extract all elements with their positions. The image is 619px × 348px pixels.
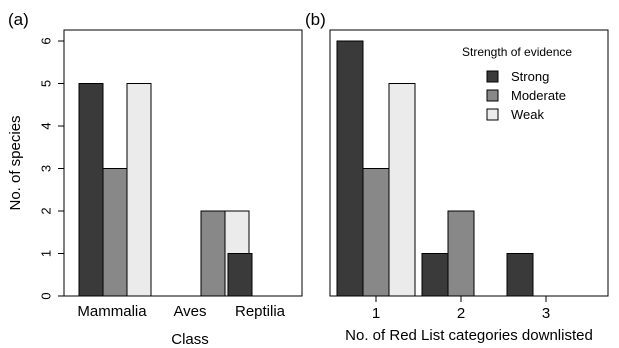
panel-b: (b) 1 2 3 No. of Red List categories downl…	[305, 10, 609, 344]
panel-a-y-axis: 0 1 2 3 4 5 6	[39, 37, 64, 300]
legend-swatch-weak	[486, 108, 499, 121]
x-tick-label-b-1: 1	[372, 305, 380, 322]
y-tick-label-6: 6	[39, 37, 54, 44]
x-label-reptilia: Reptilia	[235, 303, 286, 320]
legend-label-moderate: Moderate	[511, 88, 566, 103]
y-tick-label-3: 3	[39, 165, 54, 172]
bar-a-mammalia-weak	[126, 83, 152, 297]
y-tick-label-4: 4	[39, 122, 54, 129]
bar-a-reptilia-strong	[227, 253, 253, 297]
y-tick-label-5: 5	[39, 80, 54, 87]
x-label-aves: Aves	[173, 303, 206, 320]
panel-a-bars	[78, 83, 253, 297]
legend-label-weak: Weak	[511, 107, 544, 122]
bar-a-mammalia-moderate	[102, 168, 128, 297]
x-tick-label-b-3: 3	[542, 305, 550, 322]
bar-b-1-strong	[336, 40, 364, 297]
bar-b-2-strong	[421, 253, 449, 297]
legend-swatch-moderate	[486, 89, 499, 102]
panel-a-x-axis-title: Class	[171, 331, 209, 348]
x-tick-label-b-2: 2	[457, 305, 465, 322]
panel-b-x-axis-title: No. of Red List categories downlisted	[345, 327, 593, 344]
panel-a: (a) 0 1 2 3 4 5 6 Mammalia Aves Reptilia Class N…	[7, 10, 303, 348]
y-tick-label-1: 1	[39, 250, 54, 257]
legend-title: Strength of evidence	[462, 45, 572, 59]
bar-a-aves-moderate	[200, 210, 226, 297]
panel-a-frame	[63, 29, 303, 297]
panel-b-bars	[336, 40, 534, 297]
bar-b-3-strong	[506, 253, 534, 297]
bar-b-2-moderate	[447, 210, 475, 297]
bar-b-1-weak	[388, 83, 416, 297]
bar-a-mammalia-strong	[78, 83, 104, 297]
panel-a-label: (a)	[8, 10, 29, 29]
panel-b-x-axis: 1 2 3	[372, 296, 550, 322]
bar-b-1-moderate	[362, 168, 390, 297]
legend-swatch-strong	[486, 70, 499, 83]
y-axis-title: No. of species	[7, 115, 24, 210]
x-label-mammalia: Mammalia	[77, 303, 147, 320]
y-tick-label-2: 2	[39, 207, 54, 214]
legend-label-strong: Strong	[511, 69, 549, 84]
panel-b-label: (b)	[305, 10, 326, 29]
legend: Strength of evidence Strong Moderate Weak	[462, 45, 572, 122]
panel-a-x-axis: Mammalia Aves Reptilia	[77, 303, 285, 320]
y-tick-label-0: 0	[39, 292, 54, 299]
